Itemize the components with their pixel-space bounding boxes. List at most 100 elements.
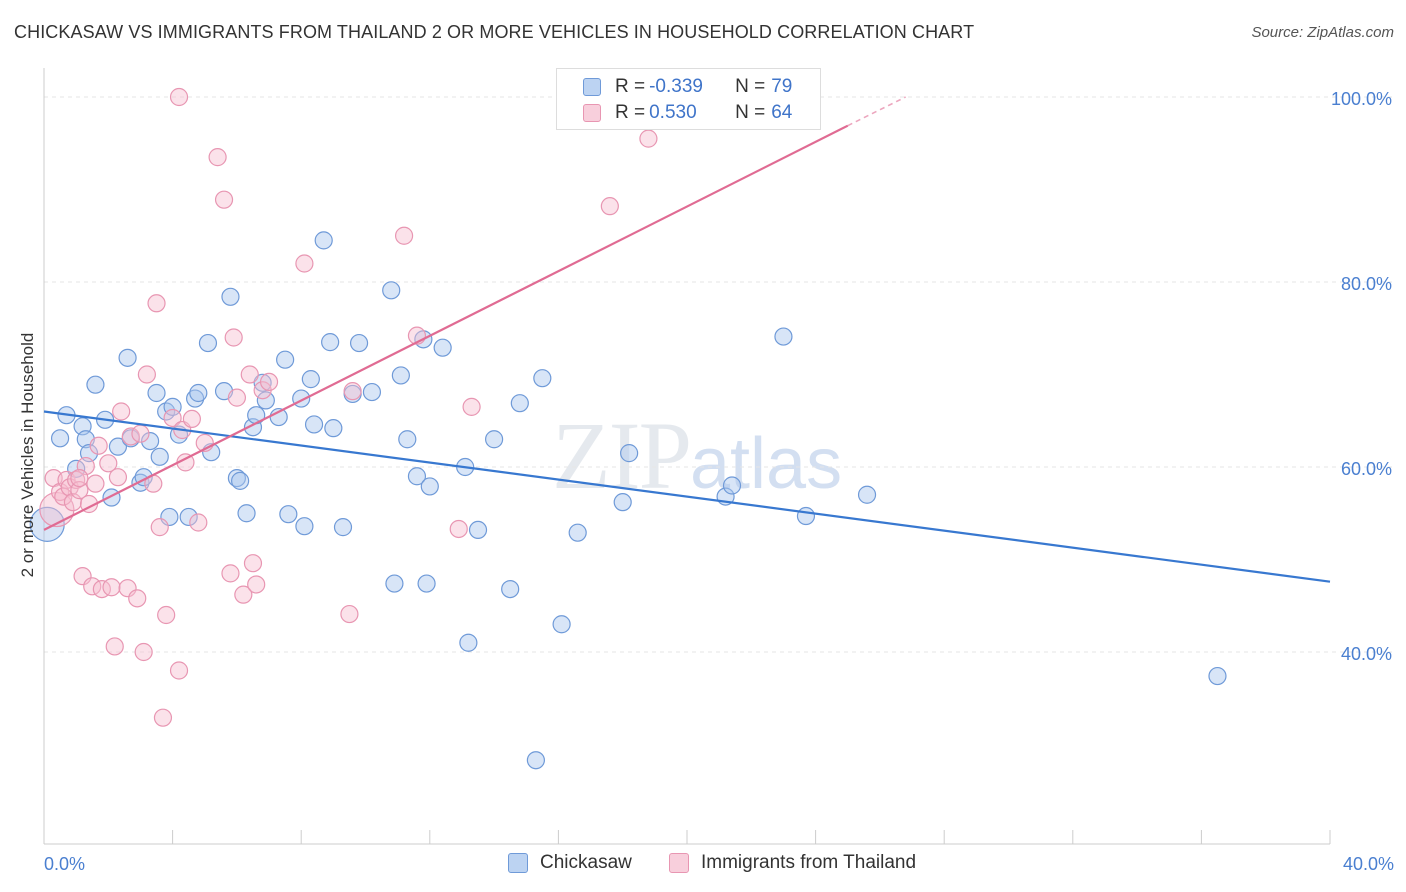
correlation-legend: R = -0.339 N = 79 R = 0.530 N = 64 bbox=[556, 68, 821, 130]
legend-label-chickasaw: Chickasaw bbox=[540, 852, 632, 873]
legend-row-thailand: R = 0.530 N = 64 bbox=[583, 100, 792, 126]
chickasaw-point bbox=[417, 574, 436, 593]
thailand-point bbox=[224, 328, 243, 347]
legend-r-value: 0.530 bbox=[649, 102, 697, 123]
thailand-point bbox=[102, 578, 121, 597]
series-legend: Chickasaw Immigrants from Thailand bbox=[0, 852, 1406, 876]
chickasaw-point bbox=[433, 338, 452, 357]
chickasaw-point bbox=[774, 327, 793, 346]
chickasaw-point bbox=[179, 507, 198, 527]
legend-n-label: N = bbox=[735, 102, 766, 123]
chickasaw-point bbox=[349, 333, 369, 353]
thailand-point bbox=[163, 408, 182, 428]
legend-r-label: R = bbox=[615, 102, 646, 123]
y-tick-label: 60.0% bbox=[1341, 459, 1392, 479]
thailand-trend-line bbox=[43, 124, 849, 531]
legend-swatch-pink bbox=[583, 104, 601, 122]
legend-r-label: R = bbox=[615, 76, 646, 97]
chickasaw-point bbox=[407, 467, 427, 486]
chart-title: CHICKASAW VS IMMIGRANTS FROM THAILAND 2 … bbox=[14, 22, 975, 42]
chickasaw-point bbox=[276, 350, 295, 369]
thailand-point bbox=[153, 708, 173, 727]
chickasaw-point bbox=[304, 415, 324, 434]
x-tick-label: 0.0% bbox=[44, 854, 85, 874]
thailand-point bbox=[189, 513, 208, 532]
chickasaw-point bbox=[510, 394, 529, 413]
chickasaw-point bbox=[722, 476, 742, 495]
y-tick-label: 40.0% bbox=[1341, 644, 1392, 664]
y-tick-label: 100.0% bbox=[1331, 89, 1392, 109]
thailand-point bbox=[182, 409, 201, 428]
chickasaw-point bbox=[86, 375, 105, 394]
chickasaw-point bbox=[1208, 666, 1227, 686]
legend-swatch-pink bbox=[669, 853, 689, 873]
thailand-point bbox=[128, 589, 147, 608]
chickasaw-point bbox=[391, 366, 410, 385]
thailand-point bbox=[343, 382, 362, 401]
y-tick-label: 80.0% bbox=[1341, 274, 1392, 294]
thailand-point bbox=[137, 365, 156, 384]
thailand-point bbox=[169, 87, 189, 107]
thailand-point bbox=[208, 148, 227, 167]
chickasaw-point bbox=[186, 389, 205, 408]
chickasaw-point bbox=[796, 506, 816, 526]
legend-label-thailand: Immigrants from Thailand bbox=[701, 852, 917, 873]
chickasaw-point bbox=[140, 432, 160, 451]
thailand-point bbox=[157, 605, 176, 625]
chickasaw-point bbox=[613, 493, 632, 512]
chickasaw-point bbox=[118, 348, 137, 367]
chickasaw-point bbox=[568, 523, 587, 542]
chickasaw-point bbox=[501, 579, 520, 599]
chickasaw-trend-line bbox=[43, 410, 1331, 583]
thailand-point bbox=[134, 642, 153, 662]
chickasaw-point bbox=[552, 615, 571, 634]
chickasaw-point bbox=[221, 287, 240, 306]
chickasaw-point bbox=[321, 333, 340, 352]
thailand-point bbox=[259, 372, 279, 391]
chickasaw-point bbox=[314, 231, 333, 250]
chickasaw-point bbox=[150, 447, 169, 466]
chickasaw-point bbox=[189, 383, 208, 403]
source-label: Source: ZipAtlas.com bbox=[1251, 24, 1394, 41]
watermark: ZIPatlas bbox=[552, 400, 842, 511]
thailand-point bbox=[639, 129, 658, 148]
thailand-point bbox=[449, 519, 468, 539]
thailand-point bbox=[131, 424, 150, 443]
thailand-point bbox=[394, 226, 414, 245]
chickasaw-point bbox=[620, 444, 639, 463]
thailand-point bbox=[150, 518, 169, 537]
chickasaw-point bbox=[533, 369, 552, 388]
legend-n-value: 79 bbox=[771, 76, 793, 97]
thailand-point bbox=[112, 402, 131, 421]
series-chickasaw bbox=[29, 231, 1227, 770]
chickasaw-point bbox=[301, 370, 320, 389]
y-axis-label: 2 or more Vehicles in Household bbox=[18, 332, 37, 578]
chickasaw-point bbox=[279, 505, 298, 524]
series-layer bbox=[29, 87, 1227, 770]
thailand-point bbox=[221, 564, 240, 583]
chickasaw-point bbox=[237, 504, 256, 523]
chickasaw-point bbox=[459, 633, 478, 652]
thailand-point bbox=[234, 585, 253, 604]
legend-row-chickasaw: R = -0.339 N = 79 bbox=[583, 74, 792, 100]
chickasaw-point bbox=[362, 382, 382, 402]
chickasaw-point bbox=[295, 517, 314, 536]
watermark-zip: ZIP bbox=[552, 402, 692, 509]
chickasaw-point bbox=[256, 391, 275, 410]
tick-layer: 100.0% 80.0% 60.0% 40.0% 0.0% 40.0% bbox=[44, 89, 1394, 874]
legend-swatch-blue bbox=[508, 853, 528, 873]
thailand-point bbox=[105, 637, 124, 656]
thailand-point bbox=[67, 470, 86, 490]
series-thailand bbox=[39, 87, 787, 727]
thailand-point bbox=[70, 469, 89, 488]
chickasaw-point bbox=[108, 437, 128, 456]
chickasaw-point bbox=[50, 429, 70, 448]
thailand-point bbox=[340, 604, 359, 624]
chickasaw-point bbox=[385, 574, 404, 593]
chickasaw-point bbox=[485, 430, 504, 449]
thailand-point bbox=[462, 397, 481, 416]
thailand-point bbox=[243, 554, 263, 573]
x-tick-label: 40.0% bbox=[1343, 854, 1394, 874]
thailand-trend-extension bbox=[847, 96, 906, 127]
